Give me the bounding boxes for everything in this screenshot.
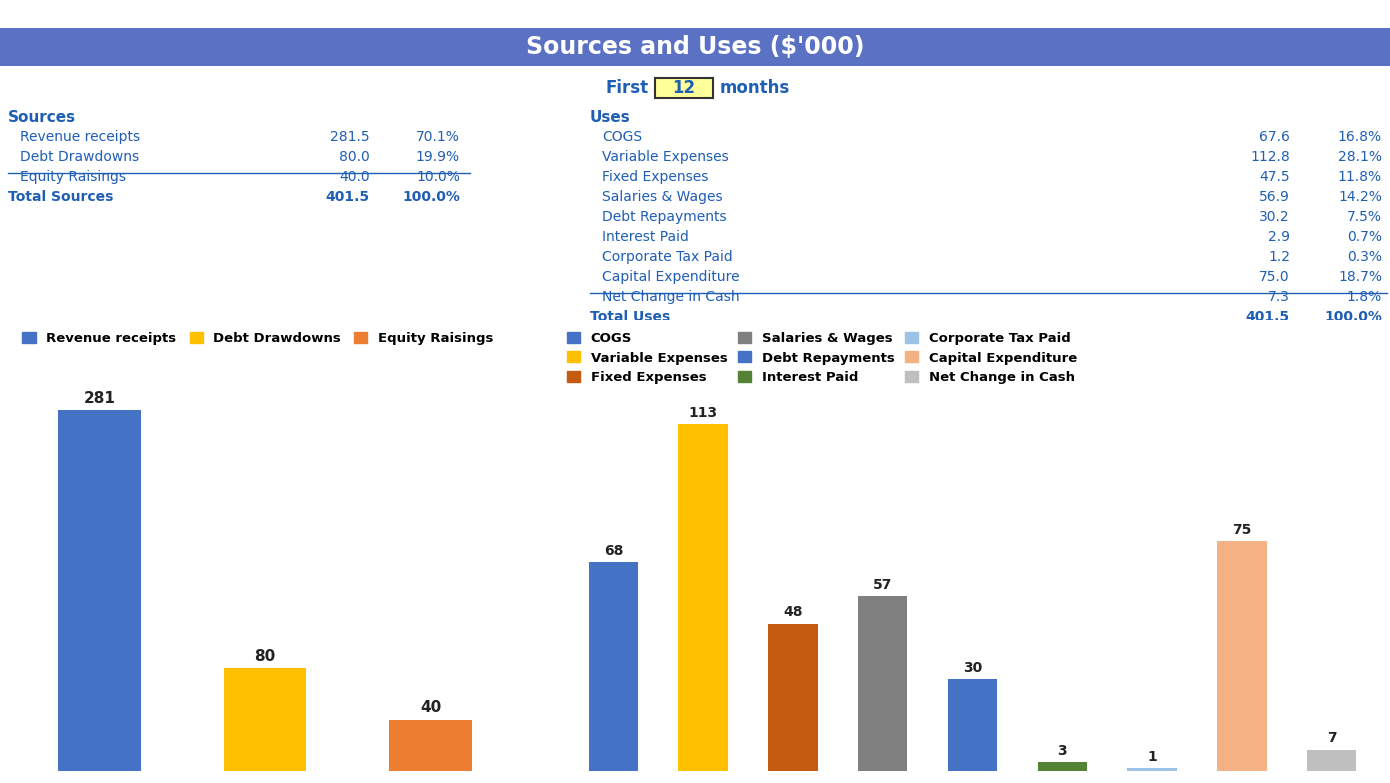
Text: 57: 57	[873, 578, 892, 592]
Bar	[224, 668, 306, 771]
Text: Sources and Uses ($'000): Sources and Uses ($'000)	[525, 35, 865, 59]
Text: 80.0: 80.0	[339, 150, 370, 164]
Bar	[678, 424, 728, 771]
Text: Equity Raisings: Equity Raisings	[19, 170, 126, 184]
Text: 0.3%: 0.3%	[1347, 250, 1382, 264]
Text: 10.0%: 10.0%	[416, 170, 460, 184]
Text: Total Sources: Total Sources	[8, 190, 114, 204]
Text: 68: 68	[603, 544, 623, 558]
Text: 401.5: 401.5	[1245, 310, 1290, 324]
Text: Fixed Expenses: Fixed Expenses	[602, 170, 709, 184]
Bar	[58, 410, 140, 771]
Text: 14.2%: 14.2%	[1339, 190, 1382, 204]
Text: 113: 113	[688, 406, 717, 420]
Bar	[1127, 768, 1177, 771]
Text: 16.8%: 16.8%	[1337, 130, 1382, 144]
Text: Net Change in Cash: Net Change in Cash	[602, 290, 739, 304]
Text: 7.3: 7.3	[1268, 290, 1290, 304]
Text: Interest Paid: Interest Paid	[602, 230, 689, 244]
Text: 281: 281	[83, 391, 115, 406]
Text: 75: 75	[1232, 522, 1251, 536]
Text: 48: 48	[783, 605, 802, 619]
Text: 0.7%: 0.7%	[1347, 230, 1382, 244]
Text: months: months	[720, 79, 791, 97]
Text: 3: 3	[1058, 744, 1068, 758]
Text: Total Uses: Total Uses	[589, 310, 670, 324]
Text: Sources: Sources	[8, 110, 76, 125]
Text: Variable Expenses: Variable Expenses	[602, 150, 728, 164]
Bar	[1037, 762, 1087, 771]
Text: 80: 80	[254, 649, 275, 664]
Bar	[948, 679, 997, 771]
Bar	[1218, 541, 1266, 771]
Text: First: First	[606, 79, 649, 97]
Bar	[389, 720, 473, 771]
Text: 18.7%: 18.7%	[1339, 270, 1382, 284]
Bar	[589, 562, 638, 771]
Text: 40: 40	[420, 700, 441, 716]
Text: 30: 30	[963, 661, 983, 675]
Text: Salaries & Wages: Salaries & Wages	[602, 190, 723, 204]
Text: Debt Drawdowns: Debt Drawdowns	[19, 150, 139, 164]
Text: 1: 1	[1147, 750, 1156, 763]
Bar	[0, 28, 1390, 66]
Text: 30.2: 30.2	[1259, 210, 1290, 224]
Text: 112.8: 112.8	[1250, 150, 1290, 164]
Text: 70.1%: 70.1%	[416, 130, 460, 144]
Text: 67.6: 67.6	[1259, 130, 1290, 144]
Text: 28.1%: 28.1%	[1339, 150, 1382, 164]
Legend: Revenue receipts, Debt Drawdowns, Equity Raisings: Revenue receipts, Debt Drawdowns, Equity…	[17, 327, 499, 350]
Text: 40.0: 40.0	[339, 170, 370, 184]
Text: 1.8%: 1.8%	[1347, 290, 1382, 304]
Bar	[858, 596, 908, 771]
Bar	[1307, 749, 1357, 771]
Text: Capital Expenditure: Capital Expenditure	[602, 270, 739, 284]
Text: Corporate Tax Paid: Corporate Tax Paid	[602, 250, 733, 264]
Text: 281.5: 281.5	[331, 130, 370, 144]
Text: 19.9%: 19.9%	[416, 150, 460, 164]
Text: Uses: Uses	[589, 110, 631, 125]
Legend: COGS, Variable Expenses, Fixed Expenses, Salaries & Wages, Debt Repayments, Inte: COGS, Variable Expenses, Fixed Expenses,…	[562, 327, 1083, 389]
Text: 75.0: 75.0	[1259, 270, 1290, 284]
Text: 7: 7	[1327, 731, 1336, 745]
Text: 401.5: 401.5	[325, 190, 370, 204]
Text: 12: 12	[673, 79, 695, 97]
Text: 100.0%: 100.0%	[1325, 310, 1382, 324]
Text: 11.8%: 11.8%	[1337, 170, 1382, 184]
Text: 7.5%: 7.5%	[1347, 210, 1382, 224]
Text: 2.9: 2.9	[1268, 230, 1290, 244]
Text: 56.9: 56.9	[1259, 190, 1290, 204]
Text: Revenue receipts: Revenue receipts	[19, 130, 140, 144]
Text: COGS: COGS	[602, 130, 642, 144]
Text: 1.2: 1.2	[1268, 250, 1290, 264]
Text: 47.5: 47.5	[1259, 170, 1290, 184]
Text: Debt Repayments: Debt Repayments	[602, 210, 727, 224]
Bar	[655, 78, 713, 98]
Bar	[769, 623, 817, 771]
Text: 100.0%: 100.0%	[402, 190, 460, 204]
